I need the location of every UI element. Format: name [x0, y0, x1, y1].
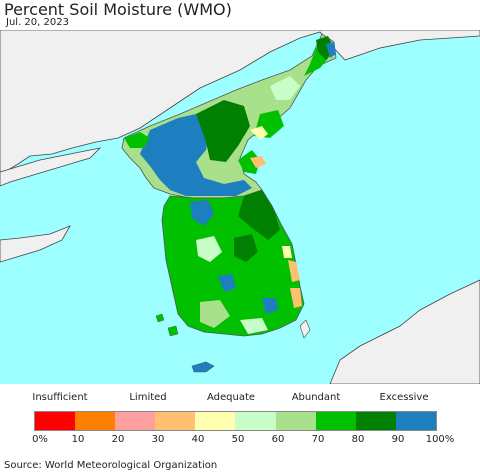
tsushima-land: [299, 319, 311, 339]
legend-label-insufficient: Insufficient: [32, 392, 88, 403]
legend-swatch: [155, 412, 196, 430]
map-graphic: [0, 30, 480, 384]
shandong-peninsula: [0, 225, 71, 263]
legend-color-bar: [34, 411, 437, 431]
japan-land: [329, 279, 480, 384]
legend-swatch: [235, 412, 276, 430]
nk-green-west-coast: [124, 132, 150, 148]
sk-green-central: [234, 234, 258, 262]
legend-tick: 40: [191, 434, 205, 445]
sk-abundant-south: [200, 300, 230, 328]
nk-light-north: [270, 76, 300, 100]
legend-tick: 60: [271, 434, 285, 445]
sk-dark-northeast: [238, 190, 280, 240]
nk-adequate-patch: [250, 126, 268, 140]
map-date: Jul. 20, 2023: [6, 17, 69, 28]
legend-tick: 50: [231, 434, 245, 445]
legend-swatch: [195, 412, 236, 430]
nk-green-east: [238, 150, 260, 174]
legend-tick: 10: [71, 434, 85, 445]
legend-label-limited: Limited: [129, 392, 167, 403]
legend-swatch: [315, 412, 356, 430]
legend-tick: 80: [351, 434, 365, 445]
sk-dry-east-coast: [288, 260, 300, 282]
sk-excessive-west: [190, 200, 214, 226]
sk-light-southcoast: [240, 318, 268, 334]
nk-excessive-west: [140, 114, 252, 196]
map-title: Percent Soil Moisture (WMO): [4, 0, 232, 19]
sk-excessive-south: [218, 274, 236, 292]
legend-tick: 30: [151, 434, 165, 445]
legend-swatch: [395, 412, 436, 430]
legend-tick: 90: [391, 434, 405, 445]
china-russia-land: [0, 30, 480, 173]
legend-tick: 0%: [32, 434, 48, 445]
legend-swatch: [115, 412, 156, 430]
legend-tick: 100%: [425, 434, 455, 445]
sk-light-patches: [196, 236, 222, 262]
legend-swatch: [75, 412, 116, 430]
legend-label-excessive: Excessive: [379, 392, 429, 403]
legend-tick: 70: [311, 434, 325, 445]
legend-label-adequate: Adequate: [206, 392, 256, 403]
source-credit: Source: World Meteorological Organizatio…: [4, 460, 218, 471]
jeju-island: [191, 361, 215, 373]
legend-swatch: [35, 412, 76, 430]
south-korea: [161, 189, 305, 337]
sk-islands: [155, 313, 179, 337]
liaodong-coast: [0, 147, 102, 187]
nk-dry-patch: [250, 156, 266, 168]
sk-dry-east-coast-2: [290, 288, 302, 308]
legend-label-abundant: Abundant: [291, 392, 341, 403]
legend-tick: 20: [111, 434, 125, 445]
soil-moisture-map: [0, 30, 480, 384]
legend-swatch: [275, 412, 316, 430]
legend-swatch: [355, 412, 396, 430]
nk-excessive-north: [326, 42, 336, 58]
sk-excessive-southeast: [262, 298, 278, 314]
nk-abundant-center: [196, 100, 250, 162]
legend: Insufficient Limited Adequate Abundant E…: [0, 392, 480, 452]
sk-adequate-east: [282, 246, 292, 258]
